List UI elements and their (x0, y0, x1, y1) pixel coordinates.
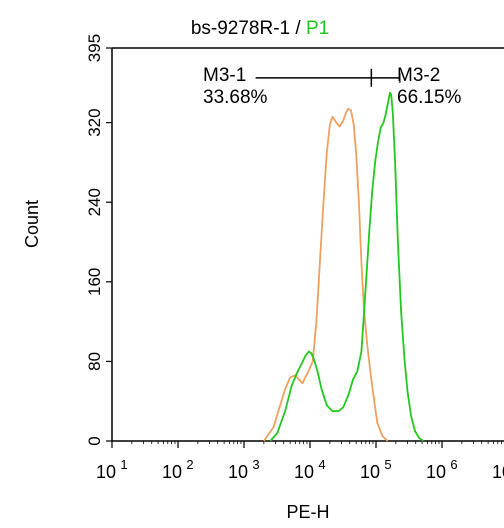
y-tick-label-0: 0 (85, 436, 104, 445)
y-tick-label-240: 240 (85, 188, 104, 216)
y-tick-label-320: 320 (85, 108, 104, 136)
x-tick-label-exp-5: 5 (384, 457, 391, 472)
x-tick-label-base-1: 10 (96, 462, 116, 482)
y-tick-label-395: 395 (85, 34, 104, 62)
x-tick-label-exp-3: 3 (252, 457, 259, 472)
histogram-series-sample (269, 91, 424, 442)
gate-m3-2: M3-2 66.15% (397, 65, 461, 109)
gate-m3-1-label: M3-1 (203, 65, 247, 86)
gate-m3-2-percent: 66.15% (397, 87, 462, 108)
chart-title-text: bs-9278R-1 / (190, 18, 306, 39)
y-tick-label-160: 160 (85, 268, 104, 296)
x-tick-label-base-4: 10 (294, 462, 314, 482)
x-tick-label-exp-2: 2 (186, 457, 193, 472)
gate-m3-1-percent: 33.68% (203, 87, 268, 108)
x-tick-label-exp-4: 4 (318, 457, 325, 472)
x-tick-label-base-7: 10 (492, 462, 504, 482)
chart-title-gate-name: P1 (305, 18, 330, 39)
histogram-series-control (263, 107, 389, 442)
chart-title: bs-9278R-1 / P1 (0, 18, 504, 40)
x-tick-label-base-2: 10 (162, 462, 182, 482)
x-tick-label-exp-1: 1 (120, 457, 127, 472)
x-tick-label-base-5: 10 (360, 462, 380, 482)
gate-m3-1: M3-1 33.68% (203, 65, 267, 109)
x-tick-label-base-6: 10 (426, 462, 446, 482)
x-axis-label: PE-H (286, 502, 330, 522)
y-tick-label-80: 80 (85, 352, 104, 371)
x-tick-label-base-3: 10 (228, 462, 248, 482)
x-tick-label-exp-6: 6 (450, 457, 457, 472)
gate-m3-2-label: M3-2 (397, 65, 441, 86)
